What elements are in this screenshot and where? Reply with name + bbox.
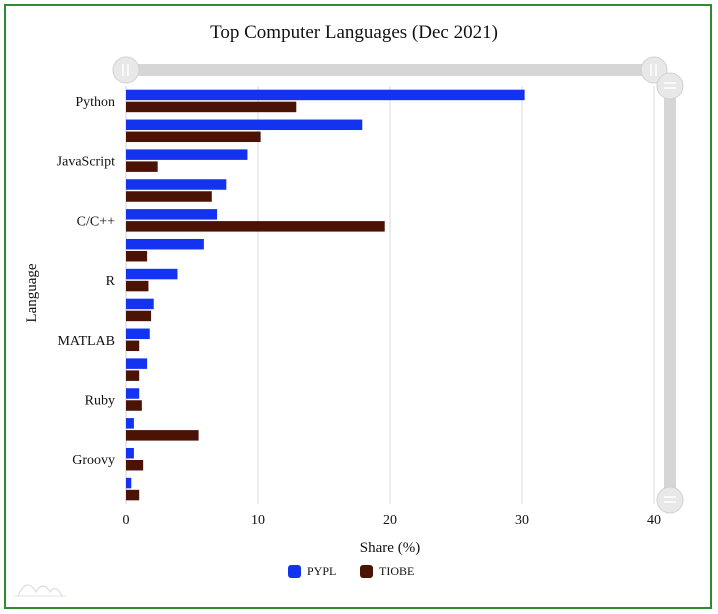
- bar-tiobe-2[interactable]: [126, 161, 158, 172]
- x-axis-label: Share (%): [360, 540, 420, 556]
- bar-pypl-6[interactable]: [126, 268, 178, 280]
- y-tick-label: Groovy: [72, 453, 115, 468]
- bar-tiobe-6[interactable]: [126, 280, 149, 292]
- y-tick-label: R: [106, 274, 116, 289]
- bar-tiobe-5[interactable]: [126, 250, 148, 262]
- chart-frame: [4, 4, 712, 609]
- bar-pypl-13[interactable]: [126, 477, 132, 489]
- x-tick-label: 20: [383, 513, 397, 528]
- y-tick-label: MATLAB: [57, 334, 115, 349]
- y-axis-label: Language: [24, 263, 40, 322]
- horizontal-scrollbar[interactable]: [112, 56, 668, 84]
- legend-item-pypl[interactable]: PYPL: [288, 564, 336, 578]
- bar-pypl-5[interactable]: [126, 238, 204, 250]
- bar-tiobe-7[interactable]: [126, 310, 152, 322]
- bar-pypl-2[interactable]: [126, 149, 248, 160]
- vertical-scroll-start-handle[interactable]: [656, 72, 684, 100]
- horizontal-scroll-start-handle[interactable]: [112, 56, 140, 84]
- watermark-logo-icon: [14, 584, 66, 597]
- bar-tiobe-11[interactable]: [126, 430, 199, 441]
- bar-tiobe-9[interactable]: [126, 370, 140, 381]
- x-tick-label: 10: [251, 513, 265, 528]
- legend-label: PYPL: [307, 564, 336, 578]
- bar-pypl-1[interactable]: [126, 119, 363, 131]
- bar-pypl-3[interactable]: [126, 179, 227, 190]
- chart-title: Top Computer Languages (Dec 2021): [210, 22, 498, 43]
- bar-pypl-0[interactable]: [126, 89, 525, 101]
- bar-tiobe-0[interactable]: [126, 101, 297, 113]
- bar-tiobe-3[interactable]: [126, 191, 212, 202]
- legend-swatch: [360, 565, 373, 578]
- legend-item-tiobe[interactable]: TIOBE: [360, 564, 414, 578]
- bar-tiobe-1[interactable]: [126, 131, 261, 143]
- legend[interactable]: PYPL TIOBE: [288, 564, 414, 578]
- bar-pypl-10[interactable]: [126, 388, 140, 399]
- bar-tiobe-10[interactable]: [126, 400, 142, 411]
- bar-pypl-7[interactable]: [126, 298, 154, 310]
- legend-swatch: [288, 565, 301, 578]
- bar-tiobe-4[interactable]: [126, 221, 385, 232]
- bars: [126, 89, 525, 501]
- bar-pypl-11[interactable]: [126, 418, 134, 429]
- bar-pypl-8[interactable]: [126, 328, 150, 340]
- bar-pypl-9[interactable]: [126, 358, 148, 369]
- x-tick-label: 40: [647, 513, 661, 528]
- y-tick-label: Python: [75, 95, 115, 110]
- gridlines: [125, 86, 655, 504]
- bar-pypl-4[interactable]: [126, 209, 218, 220]
- bar-tiobe-13[interactable]: [126, 489, 140, 501]
- y-tick-label: Ruby: [85, 394, 115, 409]
- x-axis-ticks: 0 10 20 30 40: [123, 513, 662, 528]
- bar-pypl-12[interactable]: [126, 447, 134, 459]
- x-tick-label: 30: [515, 513, 529, 528]
- y-axis-ticks: Python JavaScript C/C++ R MATLAB Ruby Groovy: [57, 95, 116, 468]
- vertical-scroll-end-handle[interactable]: [656, 486, 684, 514]
- bar-tiobe-12[interactable]: [126, 459, 144, 471]
- legend-label: TIOBE: [379, 564, 414, 578]
- y-tick-label: C/C++: [77, 214, 115, 229]
- y-tick-label: JavaScript: [57, 155, 115, 170]
- vertical-scrollbar[interactable]: [656, 72, 684, 514]
- x-tick-label: 0: [123, 513, 130, 528]
- horizontal-scrollbar-track[interactable]: [126, 64, 654, 76]
- vertical-scrollbar-track[interactable]: [664, 86, 676, 500]
- bar-tiobe-8[interactable]: [126, 340, 140, 352]
